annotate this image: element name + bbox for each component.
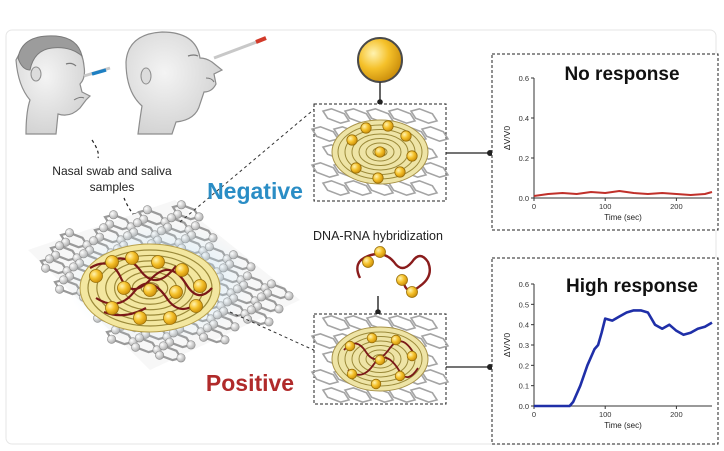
gold-bead-icon: [382, 120, 394, 132]
y-tick-label: 0.0: [519, 402, 529, 411]
gold-bead-icon: [372, 172, 384, 184]
gold-bead-icon: [125, 251, 139, 265]
gold-bead-icon: [374, 146, 386, 158]
gold-bead-icon: [193, 279, 207, 293]
gold-nanoparticle-icon: [357, 37, 403, 105]
y-tick-label: 0.2: [519, 361, 529, 370]
person-swab-icon: [15, 35, 92, 135]
gold-bead-icon: [374, 354, 386, 366]
gold-bead-icon: [143, 283, 157, 297]
gold-bead-icon: [406, 350, 418, 362]
x-axis-label: Time (sec): [604, 421, 642, 430]
gold-bead-icon: [400, 130, 412, 142]
sample-label-line1: Nasal swab and saliva: [52, 164, 172, 178]
series-line-negative: [533, 190, 713, 197]
x-tick-label: 0: [532, 202, 536, 211]
positive-label: Positive: [206, 370, 294, 396]
sample-arrow-top: [91, 139, 99, 159]
gold-bead-icon: [374, 246, 386, 258]
sample-arrow-bottom: [123, 197, 137, 219]
x-tick-label: 100: [599, 202, 612, 211]
chart-title: No response: [564, 64, 679, 85]
y-tick-label: 0.0: [519, 194, 529, 203]
gold-bead-icon: [406, 150, 418, 162]
gold-bead-icon: [151, 255, 165, 269]
gold-bead-icon: [396, 274, 408, 286]
swab-stick-icon: [213, 36, 267, 60]
gold-bead-icon: [366, 332, 378, 344]
leader-line-negative: [179, 105, 319, 223]
gold-bead-icon: [394, 370, 406, 382]
y-tick-label: 0.6: [519, 74, 529, 83]
y-tick-label: 0.6: [519, 280, 529, 289]
gold-bead-icon: [370, 378, 382, 390]
gold-bead-icon: [175, 263, 189, 277]
person-saliva-icon: [125, 31, 224, 135]
dna-rna-strand-icon: [356, 246, 431, 315]
gold-bead-icon: [362, 256, 374, 268]
y-axis-label: ΔV/V0: [502, 126, 512, 150]
chart-title: High response: [566, 276, 698, 297]
gold-bead-icon: [394, 166, 406, 178]
gold-bead-icon: [360, 122, 372, 134]
y-tick-label: 0.4: [519, 321, 529, 330]
negative-sensor-detail: [310, 103, 450, 202]
gold-bead-icon: [133, 311, 147, 325]
gold-bead-icon: [350, 162, 362, 174]
x-tick-label: 200: [670, 202, 683, 211]
series-line-positive: [534, 309, 713, 408]
y-tick-label: 0.5: [519, 300, 529, 309]
gold-bead-icon: [390, 334, 402, 346]
gold-bead-icon: [346, 134, 358, 146]
gold-bead-icon: [117, 281, 131, 295]
gold-bead-icon: [406, 286, 418, 298]
x-tick-label: 200: [670, 410, 683, 419]
x-axis-label: Time (sec): [604, 213, 642, 222]
y-tick-label: 0.3: [519, 341, 529, 350]
gold-bead-icon: [344, 340, 356, 352]
hybridization-label: DNA-RNA hybridization: [313, 229, 443, 243]
leader-line-positive: [229, 311, 319, 353]
graphene-sensor-icon: [28, 200, 300, 370]
gold-bead-icon: [163, 311, 177, 325]
y-axis-label: ΔV/V0: [502, 333, 512, 357]
y-tick-label: 0.2: [519, 154, 529, 163]
gold-bead-icon: [189, 299, 203, 313]
chart-panel-positive: [491, 257, 719, 445]
gold-bead-icon: [346, 368, 358, 380]
sample-label-line2: samples: [90, 180, 135, 194]
positive-sensor-detail: [310, 313, 450, 405]
gold-bead-icon: [89, 269, 103, 283]
gold-bead-icon: [105, 301, 119, 315]
x-tick-label: 100: [599, 410, 612, 419]
negative-label: Negative: [207, 178, 303, 204]
gold-bead-icon: [169, 285, 183, 299]
swab-stick-icon: [83, 66, 111, 78]
y-tick-label: 0.4: [519, 114, 529, 123]
gold-bead-icon: [105, 255, 119, 269]
x-tick-label: 0: [532, 410, 536, 419]
y-tick-label: 0.1: [519, 382, 529, 391]
